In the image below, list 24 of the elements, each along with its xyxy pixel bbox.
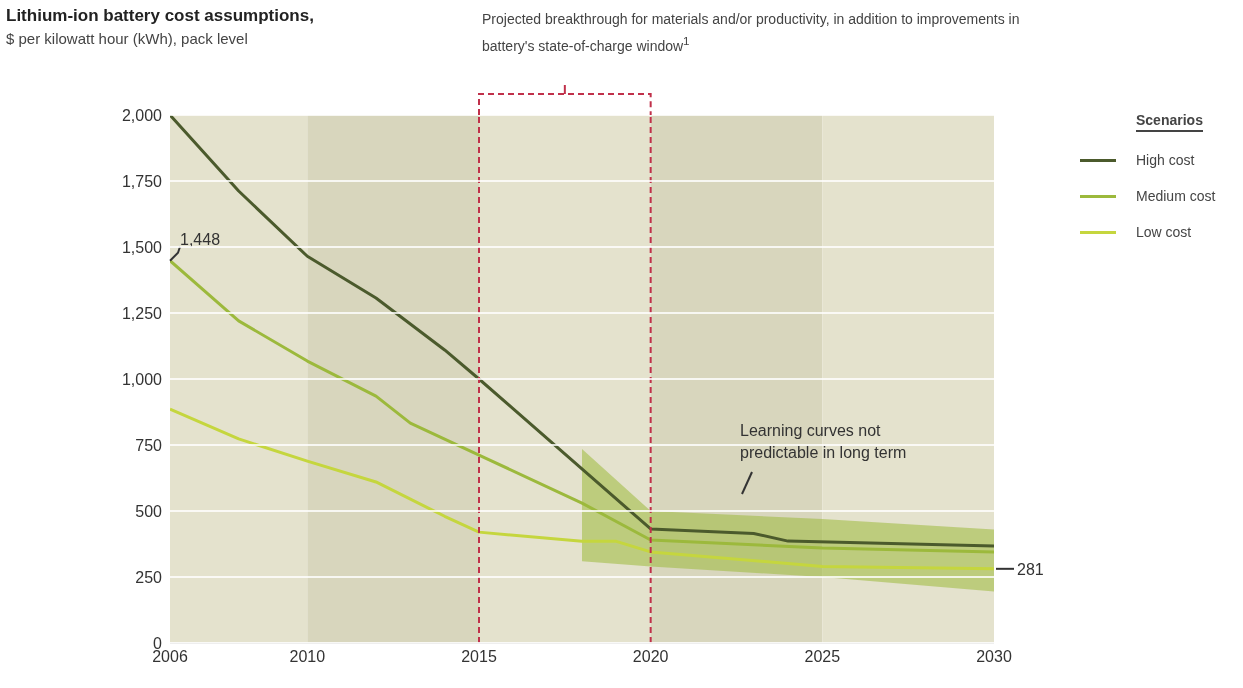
y-tick-label: 750 [135,436,163,454]
annotation: 281 [1017,560,1044,578]
x-tick-label: 2030 [976,648,1012,666]
chart-subtitle: $ per kilowatt hour (kWh), pack level [6,30,248,47]
x-tick-label: 2020 [632,648,669,666]
y-tick-label: 500 [135,502,163,520]
legend-title: Scenarios [1136,112,1203,132]
y-tick-label: 2,000 [121,106,163,124]
x-tick-label: 2010 [289,648,326,666]
annotation: 1,448 [180,230,221,248]
y-tick-label: 1,000 [121,370,163,388]
legend-label: Medium cost [1136,188,1216,204]
legend-label: Low cost [1136,224,1192,240]
x-tick-label: 2025 [804,648,841,666]
text: Projected breakthrough for materials and/or productivity, in addition to improvements in battery's state-of-charge window$^{1}$ [482,10,1021,56]
chart-title: Lithium-ion battery cost assumptions, [6,6,314,26]
y-tick-label: 1,500 [121,238,163,256]
y-tick-label: 250 [135,568,163,586]
legend-label: High cost [1136,152,1195,168]
y-tick-label: 1,250 [121,304,163,322]
y-tick-label: 1,750 [121,172,163,190]
annotation: Learning curves not predictable in long term [740,421,908,463]
x-tick-label: 2006 [152,648,188,666]
x-tick-label: 2015 [461,648,497,666]
